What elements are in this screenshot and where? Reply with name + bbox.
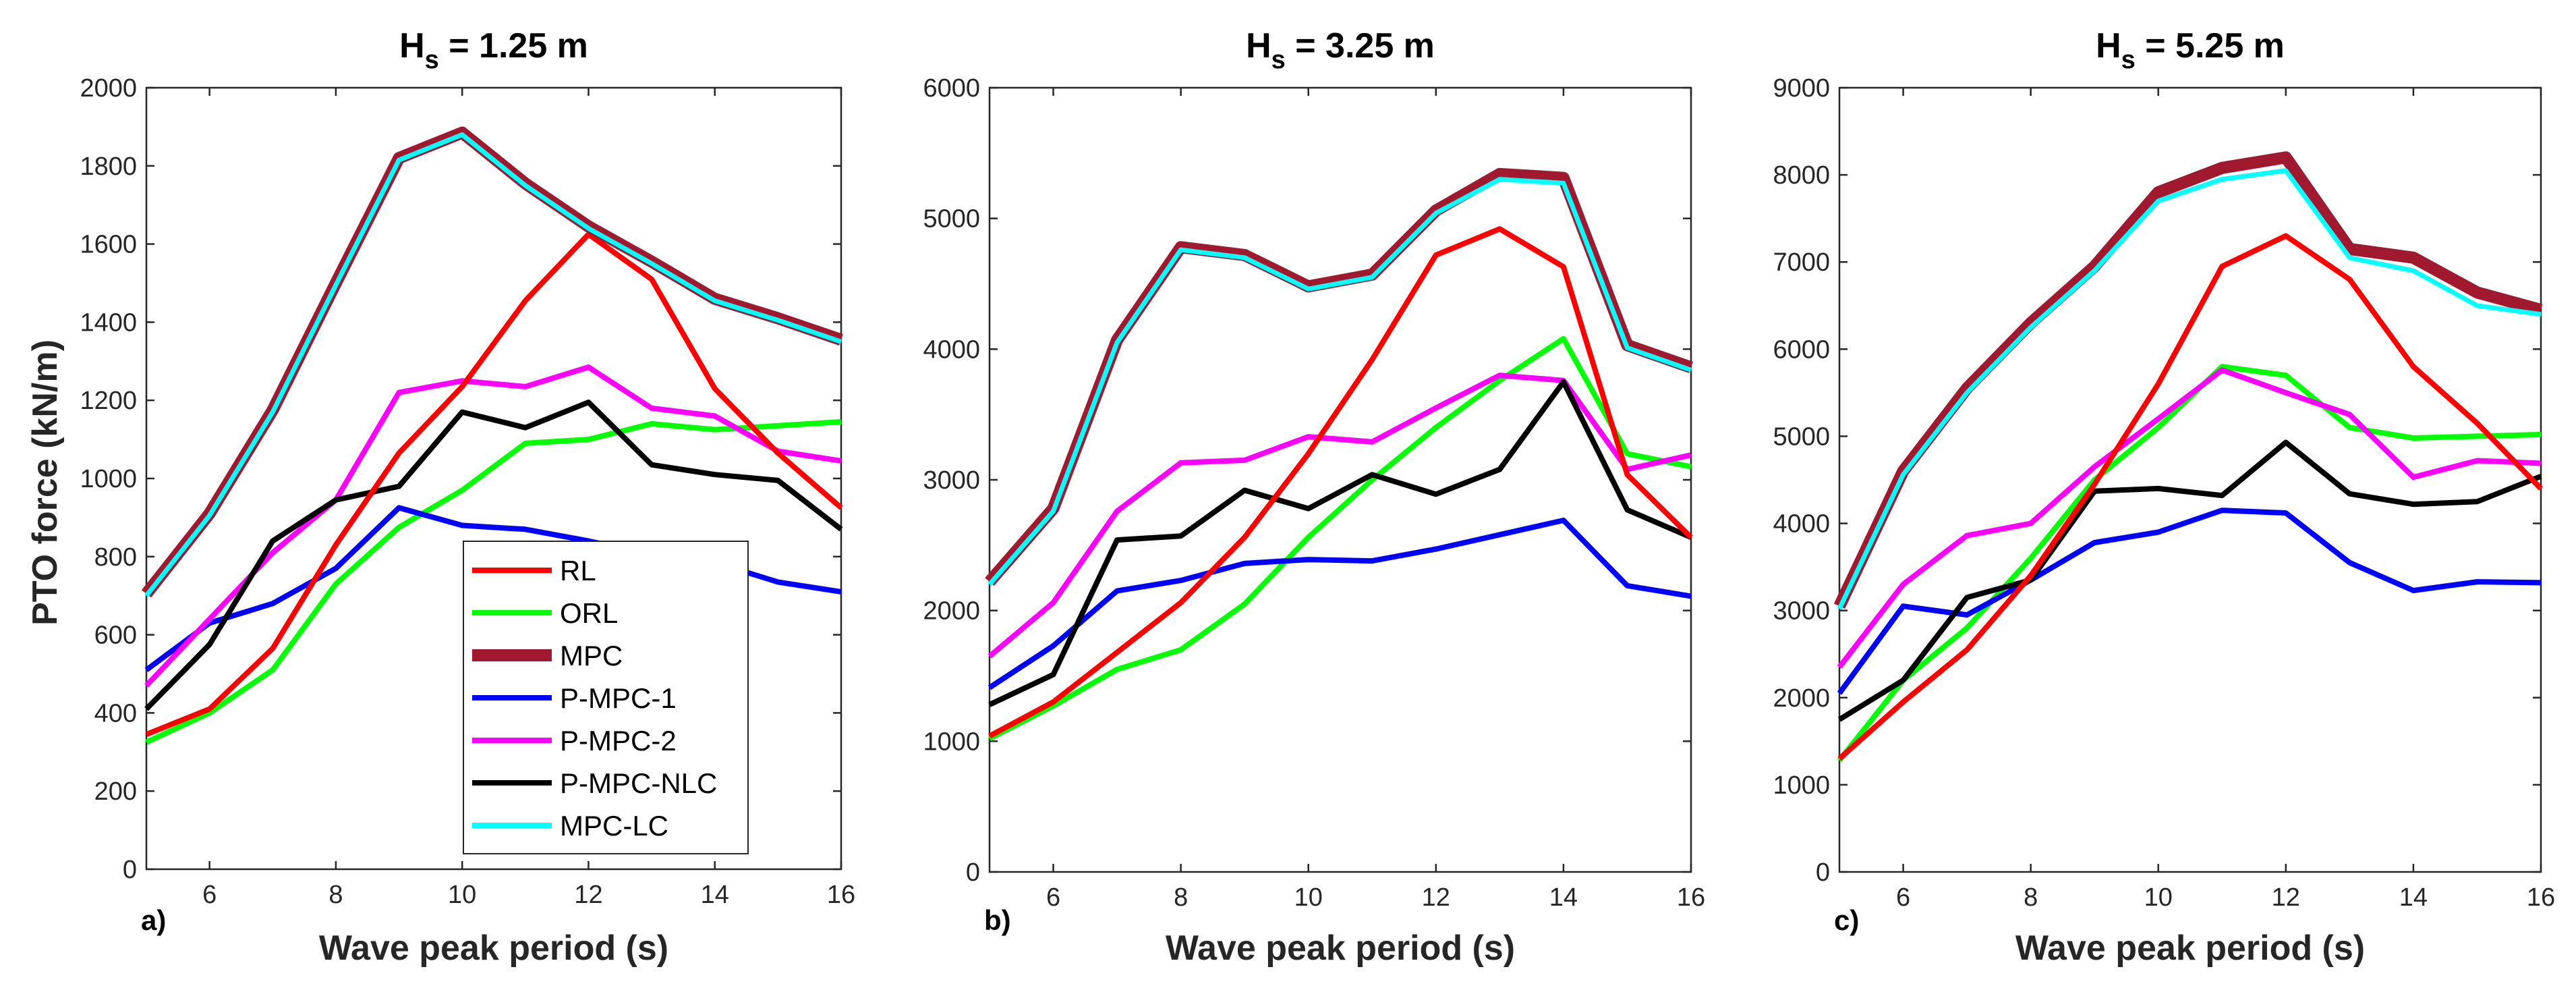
- series-line-p-mpc-nlc: [144, 400, 843, 711]
- legend-label: P-MPC-1: [560, 682, 677, 714]
- x-tick-label: 10: [1294, 883, 1323, 912]
- chart-panel-2: 0 1000 2000 3000 4000 5000 6000 6 8 10 12 14 16 Hs = …: [923, 26, 1705, 968]
- y-tick-label: 600: [94, 622, 137, 650]
- series-line-mpc-lc: [1837, 168, 2542, 610]
- y-tick-label: 1000: [80, 465, 137, 493]
- legend-entry-orl: ORL: [472, 597, 618, 629]
- series-line-p-mpc-2: [144, 364, 842, 688]
- chart-panel-3: 0 1000 2000 3000 4000 5000 6000 7000 8000 9000 6 8 1…: [1773, 26, 2555, 968]
- chart-title: Hs = 1.25 m: [399, 26, 588, 74]
- series-line-mpc-lc: [144, 132, 842, 597]
- x-tick-label: 12: [574, 881, 602, 909]
- legend-label: MPC-LC: [560, 810, 668, 842]
- y-tick-label: 6000: [923, 74, 980, 103]
- y-tick-label: 9000: [1773, 74, 1830, 103]
- y-tick-label: 0: [966, 858, 980, 887]
- x-tick-label: 16: [2527, 883, 2555, 912]
- y-tick-label: 1000: [923, 728, 980, 756]
- x-tick-label: 14: [2399, 883, 2428, 912]
- legend-label: RL: [560, 555, 596, 586]
- y-tick-label: 4000: [923, 335, 980, 364]
- legend-entry-mpc: MPC: [472, 640, 623, 671]
- series-line-mpc: [1833, 151, 2543, 609]
- y-tick-label: 2000: [923, 597, 980, 626]
- series-line-p-mpc-nlc: [988, 379, 1692, 707]
- y-tick-label: 1800: [80, 153, 137, 181]
- y-tick-label: 400: [94, 699, 137, 728]
- legend-entry-p-mpc-1: P-MPC-1: [472, 682, 677, 714]
- x-tick-label: 14: [1549, 883, 1578, 912]
- x-tick-label: 8: [2024, 883, 2038, 912]
- x-tick-label: 12: [1422, 883, 1450, 912]
- axes-box: [1838, 86, 2542, 873]
- x-tick-label: 12: [2272, 883, 2300, 912]
- legend-label: ORL: [560, 597, 618, 629]
- x-axis-label: Wave peak period (s): [2015, 929, 2365, 968]
- legend-label: P-MPC-NLC: [560, 767, 717, 799]
- y-tick-label: 7000: [1773, 248, 1830, 277]
- x-tick-label: 16: [827, 881, 855, 909]
- x-tick-label: 14: [701, 881, 729, 909]
- y-tick-label: 1200: [80, 387, 137, 415]
- x-tick-label: 10: [448, 881, 476, 909]
- series-line-mpc-lc: [988, 177, 1692, 586]
- series-line-orl: [988, 335, 1692, 742]
- legend-entry-rl: RL: [472, 555, 596, 586]
- y-tick-label: 4000: [1773, 510, 1830, 539]
- series-line-p-mpc-nlc: [1837, 439, 2542, 722]
- x-tick-label: 6: [1896, 883, 1910, 912]
- legend-entry-p-mpc-nlc: P-MPC-NLC: [472, 767, 717, 799]
- panel-label: c): [1834, 904, 1859, 936]
- series-line-p-mpc-2: [988, 373, 1692, 659]
- series-line-orl: [145, 419, 842, 745]
- axes-box: [988, 86, 1692, 873]
- y-tick-label: 1400: [80, 308, 137, 337]
- series-line-rl: [988, 226, 1693, 739]
- legend: RL ORL MPC P-MPC-1 P-MPC-2 P-MPC-NLC MPC-LC: [463, 541, 749, 854]
- y-tick-label: 6000: [1773, 335, 1830, 364]
- series-line-p-mpc-1: [988, 518, 1692, 690]
- x-axis-label: Wave peak period (s): [319, 929, 668, 968]
- chart-title: Hs = 5.25 m: [2096, 26, 2285, 74]
- x-tick-label: 16: [1677, 883, 1705, 912]
- y-tick-label: 1600: [80, 231, 137, 259]
- series-line-rl: [145, 231, 843, 737]
- y-tick-label: 200: [94, 777, 137, 806]
- x-tick-label: 8: [1174, 883, 1188, 912]
- series-line-p-mpc-2: [1837, 367, 2542, 669]
- y-tick-label: 2000: [80, 74, 137, 103]
- series-line-rl: [1837, 233, 2543, 761]
- panel-label: b): [984, 904, 1011, 936]
- y-tick-label: 0: [123, 856, 137, 884]
- y-tick-label: 5000: [1773, 422, 1830, 451]
- y-tick-label: 800: [94, 543, 137, 572]
- chart-title: Hs = 3.25 m: [1246, 26, 1435, 74]
- y-axis-label: PTO force (kN/m): [26, 339, 65, 626]
- legend-entry-p-mpc-2: P-MPC-2: [472, 725, 677, 757]
- y-tick-label: 3000: [923, 466, 980, 495]
- y-tick-label: 5000: [923, 205, 980, 234]
- y-tick-label: 2000: [1773, 684, 1830, 713]
- legend-entry-mpc-lc: MPC-LC: [472, 810, 668, 842]
- y-tick-label: 8000: [1773, 161, 1830, 190]
- y-tick-label: 1000: [1773, 771, 1830, 800]
- y-tick-label: 0: [1816, 858, 1830, 887]
- x-tick-label: 8: [328, 881, 343, 909]
- legend-label: MPC: [560, 640, 623, 671]
- x-tick-label: 6: [202, 881, 217, 909]
- legend-label: P-MPC-2: [560, 725, 677, 757]
- y-tick-label: 3000: [1773, 597, 1830, 626]
- x-tick-label: 6: [1046, 883, 1060, 912]
- panel-label: a): [141, 904, 166, 936]
- x-axis-label: Wave peak period (s): [1166, 929, 1515, 968]
- x-tick-label: 10: [2144, 883, 2173, 912]
